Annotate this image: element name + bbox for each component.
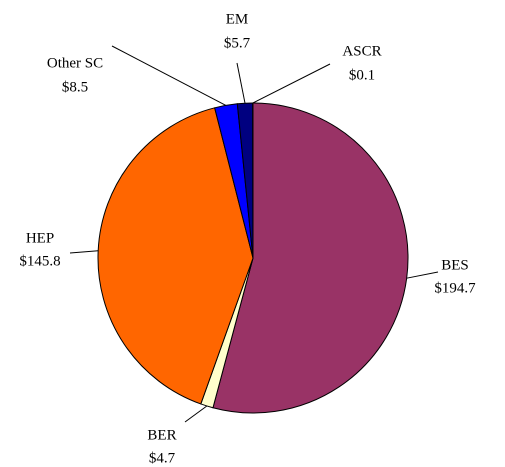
slice-label: BER — [147, 427, 176, 443]
leader-line — [111, 45, 227, 106]
slice-value: $0.1 — [349, 67, 375, 83]
slice-value: $5.7 — [224, 35, 251, 51]
leader-line — [252, 63, 331, 104]
leader-line — [69, 250, 99, 254]
slice-label: EM — [226, 11, 249, 27]
slice-label: HEP — [26, 230, 54, 246]
slice-label: Other SC — [47, 55, 103, 71]
slice-value: $4.7 — [149, 450, 176, 466]
slice-label: ASCR — [342, 43, 381, 59]
slice-value: $194.7 — [434, 280, 476, 296]
leader-line — [406, 271, 439, 279]
slice-value: $8.5 — [62, 79, 88, 95]
leader-line — [184, 405, 208, 423]
pie-slice — [97, 107, 254, 405]
leader-line — [236, 62, 246, 104]
slice-label: BES — [441, 257, 469, 273]
slice-value: $145.8 — [19, 253, 60, 269]
pie-slice — [212, 102, 409, 414]
